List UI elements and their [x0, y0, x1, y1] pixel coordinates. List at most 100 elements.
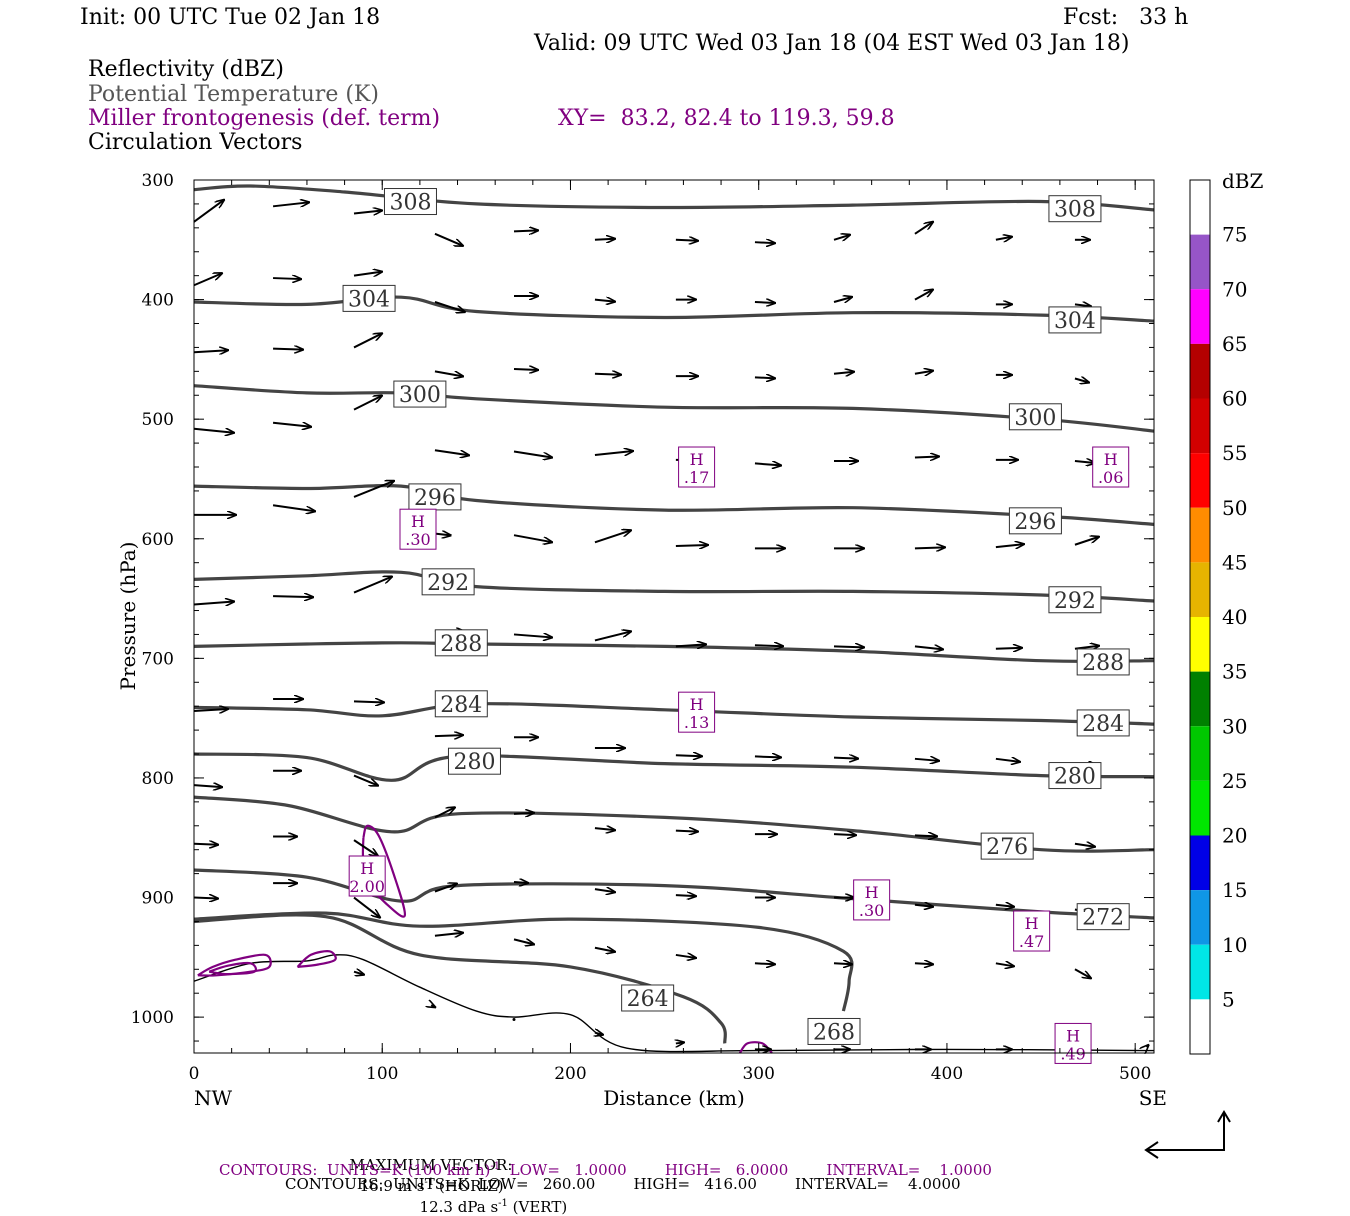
vert-value: 12.3 dPa s [419, 1198, 499, 1216]
colorbar-segment [1190, 453, 1210, 508]
horiz-exp: -1 [424, 1177, 435, 1188]
circulation-vector [353, 481, 394, 498]
max-vector-line: MAXIMUM VECTOR: 16.9 m s-1 (HORIZ) 12.3 … [340, 1140, 568, 1216]
terrain-line [193, 954, 1155, 1053]
circulation-vector [914, 905, 933, 907]
theta-contour-264 [193, 913, 727, 1044]
theta-contour-272 [193, 868, 1155, 920]
x-tick-label: 100 [366, 1064, 398, 1084]
colorbar-label: 40 [1222, 605, 1247, 629]
circulation-vector [1074, 379, 1089, 383]
theta-label-272: 272 [1082, 906, 1124, 931]
fronto-max-box [399, 508, 437, 550]
circulation-vector [995, 905, 1014, 907]
colorbar: dBZ 5 10 15 20 25 30 35 40 45 50 55 60 65 70 75 [1189, 169, 1264, 1055]
fronto-max-box [1092, 446, 1130, 488]
theta-contour-304 [193, 295, 1155, 323]
y-tick-label: 900 [142, 889, 174, 909]
fronto-max-label: H [360, 859, 374, 878]
colorbar-segment [1190, 398, 1210, 454]
circulation-vector [914, 547, 945, 548]
fronto-max-value: .17 [684, 468, 709, 487]
circulation-vector [1074, 461, 1095, 463]
horiz-value: 16.9 m s [359, 1177, 425, 1195]
colorbar-label: 45 [1222, 550, 1247, 574]
fronto-max-label: H [1066, 1026, 1080, 1045]
colorbar-segment [1190, 617, 1210, 672]
circulation-vector [434, 933, 463, 936]
circulation-vector [914, 759, 939, 761]
fronto-units: CONTOURS: UNITS=K (100 km h) [219, 1161, 491, 1179]
circulation-vector [272, 421, 311, 427]
colorbar-label: 25 [1222, 769, 1247, 793]
colorbar-segment [1190, 507, 1210, 563]
cross-section-endpoints: XY= 83.2, 82.4 to 119.3, 59.8 [558, 106, 895, 131]
circulation-vector [595, 1033, 603, 1035]
theta-label-box [1076, 709, 1130, 737]
circulation-vector [434, 735, 463, 736]
colorbar-label: 35 [1222, 660, 1247, 684]
theta-label-296: 296 [414, 486, 456, 511]
theta-label-280: 280 [453, 750, 495, 775]
circulation-vector [513, 534, 552, 542]
fronto-max-label: H [690, 450, 704, 469]
circulation-vector [675, 895, 696, 896]
circulation-vector [676, 1042, 684, 1043]
theta-label-box [408, 483, 462, 511]
circulation-vector [353, 333, 382, 349]
theta-label-308: 308 [389, 191, 431, 216]
theta-label-box [1008, 507, 1062, 535]
theta-label-292: 292 [427, 571, 469, 596]
circulation-vector [434, 807, 455, 819]
fronto-max-label: H [865, 883, 879, 902]
colorbar-segment [1190, 671, 1210, 727]
circulation-vector [193, 785, 222, 787]
colorbar-label: 65 [1222, 332, 1247, 356]
y-tick-label: 600 [142, 530, 174, 550]
fronto-max-box [1054, 1022, 1092, 1064]
fronto-max-box [678, 446, 716, 488]
circulation-vector [193, 350, 228, 352]
circulation-vector [1146, 1045, 1148, 1047]
vert-max: 12.3 dPa s-1 (VERT) [420, 1198, 568, 1216]
fronto-contour [197, 953, 272, 977]
fronto-max-box [853, 879, 891, 921]
circulation-vector [434, 301, 465, 312]
colorbar-segment [1190, 835, 1210, 891]
circulation-vector [833, 235, 850, 240]
circulation-vector [995, 544, 1024, 547]
circulation-vector [353, 774, 378, 786]
contour-labels: 308 308 304 304 300 300 296 296 292 292 288 288 284 2… [342, 188, 1130, 1064]
colorbar-label: 55 [1222, 441, 1247, 465]
circulation-vector [754, 756, 781, 757]
reference-vector-arrows [1144, 1110, 1231, 1159]
field-potential-temperature: Potential Temperature (K) [88, 82, 379, 107]
circulation-vector [594, 239, 615, 240]
x-axis-label: Distance (km) [603, 1086, 745, 1110]
y-tick-label: 500 [142, 410, 174, 430]
circulation-vector [193, 709, 228, 711]
theta-label-box [1048, 762, 1102, 790]
circulation-vector [513, 230, 538, 231]
theta-label-268: 268 [813, 1020, 855, 1045]
theta-label-296: 296 [1014, 510, 1056, 535]
circulation-vector [353, 972, 364, 975]
theta-contour-308 [193, 184, 1155, 212]
colorbar-label: 10 [1222, 933, 1247, 957]
circulation-vector [353, 896, 380, 918]
theta-label-box [621, 984, 675, 1012]
fronto-max-value: .49 [1060, 1044, 1085, 1063]
vert-suffix: (VERT) [507, 1198, 568, 1216]
colorbar-segment [1190, 180, 1210, 235]
fronto-contour [208, 961, 257, 976]
left-endpoint-label: NW [194, 1086, 233, 1110]
circulation-vector [754, 963, 775, 964]
colorbar-segment [1190, 234, 1210, 290]
circulation-vector [273, 349, 303, 350]
circulation-vector [353, 210, 382, 213]
circulation-vector [513, 939, 534, 944]
fronto-contour [296, 950, 337, 968]
circulation-vector [754, 242, 775, 243]
circulation-vector [272, 202, 309, 208]
theta-contour-288 [193, 641, 1155, 664]
